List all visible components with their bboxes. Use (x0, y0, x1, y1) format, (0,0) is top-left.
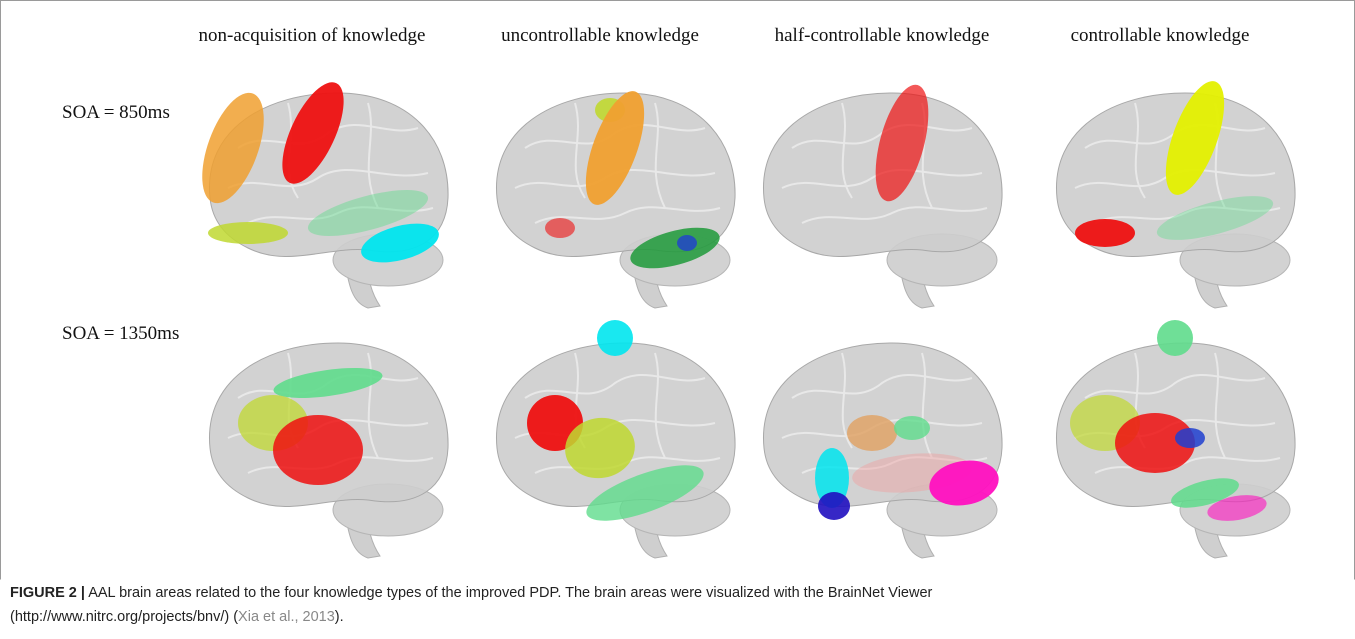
brain-render (763, 79, 1002, 308)
brain-region (597, 320, 633, 356)
brain-region (894, 416, 930, 440)
brain-region (273, 415, 363, 485)
brain-region (1075, 219, 1135, 247)
brain-region (208, 222, 288, 244)
brain-render (1056, 320, 1295, 558)
brain-region (677, 235, 697, 251)
brain-region (1175, 428, 1205, 448)
caption-line: (http://www.nitrc.org/projects/bnv/) (Xi… (10, 609, 344, 625)
column-header: uncontrollable knowledge (501, 25, 699, 46)
brain-render (209, 343, 448, 558)
caption-text: ). (335, 609, 344, 625)
brain-render (496, 320, 735, 558)
figure-page: non-acquisition of knowledge uncontrolla… (0, 0, 1355, 639)
row-label: SOA = 1350ms (62, 323, 179, 344)
row-label: SOA = 850ms (62, 102, 170, 123)
caption-text: (http://www.nitrc.org/projects/bnv/) ( (10, 609, 238, 625)
citation-link[interactable]: Xia et al., 2013 (238, 609, 335, 625)
column-header: controllable knowledge (1071, 25, 1250, 46)
brain-region (847, 415, 897, 451)
figure: non-acquisition of knowledge uncontrolla… (0, 0, 1355, 580)
caption-line: FIGURE 2 | AAL brain areas related to th… (10, 585, 932, 601)
brain-render (763, 343, 1002, 558)
column-header: non-acquisition of knowledge (199, 25, 426, 46)
brain-render (1056, 74, 1295, 308)
brain-render (190, 74, 448, 308)
brain-region (818, 492, 850, 520)
caption-text: AAL brain areas related to the four know… (88, 585, 932, 601)
brain-region (545, 218, 575, 238)
brain-render (496, 84, 735, 308)
brain-region (1157, 320, 1193, 356)
column-header: half-controllable knowledge (775, 25, 990, 46)
caption-label: FIGURE 2 | (10, 585, 85, 601)
